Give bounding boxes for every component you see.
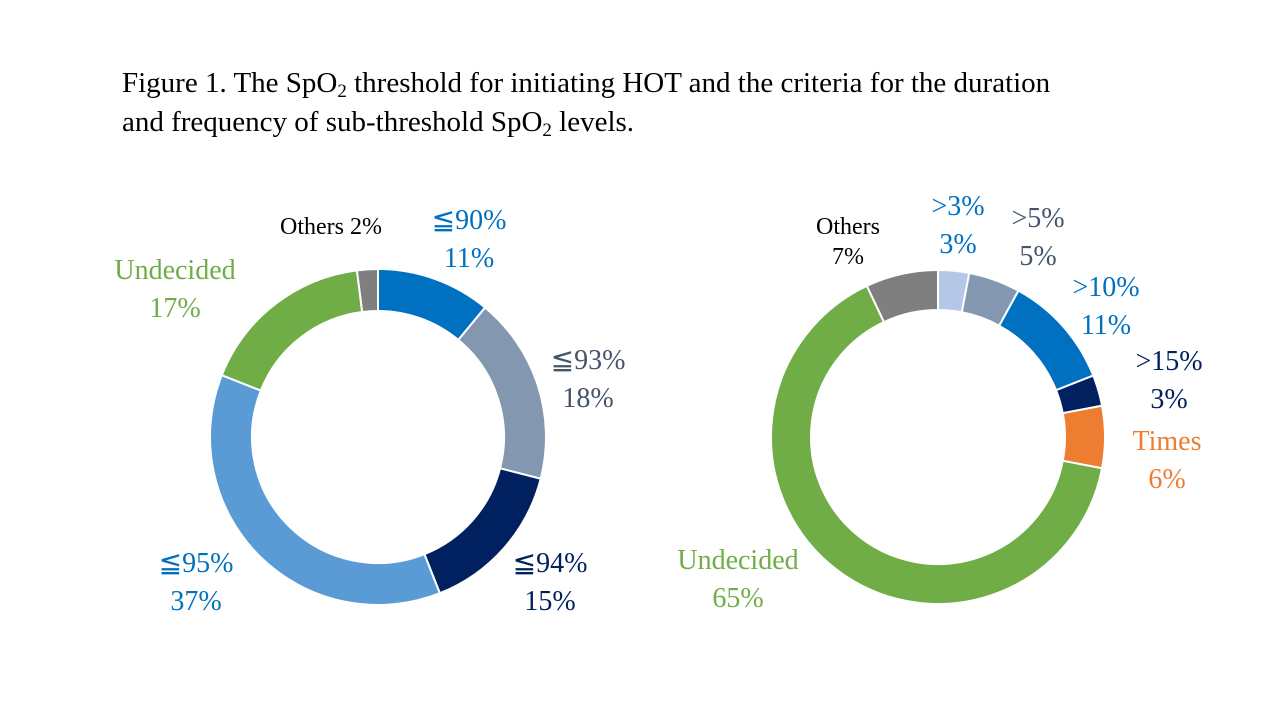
donut-slice-undecided-65	[770, 284, 1104, 605]
slice-label-gt5: >5% 5%	[1011, 203, 1065, 272]
slice-label-undecided-right: Undecided 65%	[677, 545, 799, 614]
caption-text: threshold for initiating HOT and the cri…	[346, 67, 1051, 99]
caption-subscript: 2	[542, 120, 552, 141]
donut-chart-threshold	[209, 267, 547, 606]
donut-chart-criteria	[770, 268, 1106, 605]
donut-slice-95-37	[209, 373, 442, 606]
slice-label-others-right: Others 7%	[816, 214, 880, 270]
donut-slice-others-2	[355, 267, 379, 314]
caption-text: and frequency of sub-threshold SpO	[122, 106, 543, 138]
slice-label-le90: ≦90% 11%	[431, 205, 507, 274]
donut-slice-times-6	[1061, 404, 1106, 470]
donut-slice-93-18	[456, 306, 547, 480]
slice-label-others-left: Others 2%	[280, 214, 382, 240]
donut-slice-others-7	[865, 268, 939, 324]
slice-label-gt15: >15% 3%	[1135, 346, 1203, 415]
caption-subscript: 2	[337, 81, 347, 102]
figure-caption: Figure 1. The SpO2 threshold for initiat…	[122, 64, 1222, 142]
slice-label-undecided-left: Undecided 17%	[114, 255, 236, 324]
slice-label-le95: ≦95% 37%	[158, 548, 234, 617]
slice-label-le93: ≦93% 18%	[550, 345, 626, 414]
caption-text: Figure 1. The SpO	[122, 67, 338, 99]
caption-text: levels.	[551, 106, 635, 138]
slice-label-gt3: >3% 3%	[931, 191, 985, 260]
slice-label-gt10: >10% 11%	[1072, 272, 1140, 341]
donut-slice-undecided-17	[220, 269, 364, 392]
slice-label-times: Times 6%	[1132, 426, 1202, 495]
slice-label-le94: ≦94% 15%	[512, 548, 588, 617]
